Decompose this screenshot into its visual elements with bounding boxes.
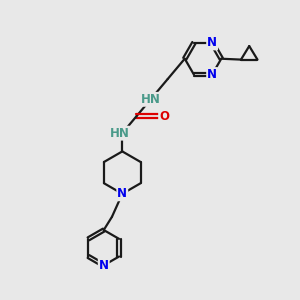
Text: HN: HN [141, 93, 160, 106]
Text: N: N [207, 68, 217, 81]
Text: N: N [117, 187, 127, 200]
Text: HN: HN [110, 127, 129, 140]
Text: N: N [99, 259, 109, 272]
Text: N: N [207, 36, 217, 50]
Text: O: O [159, 110, 169, 123]
